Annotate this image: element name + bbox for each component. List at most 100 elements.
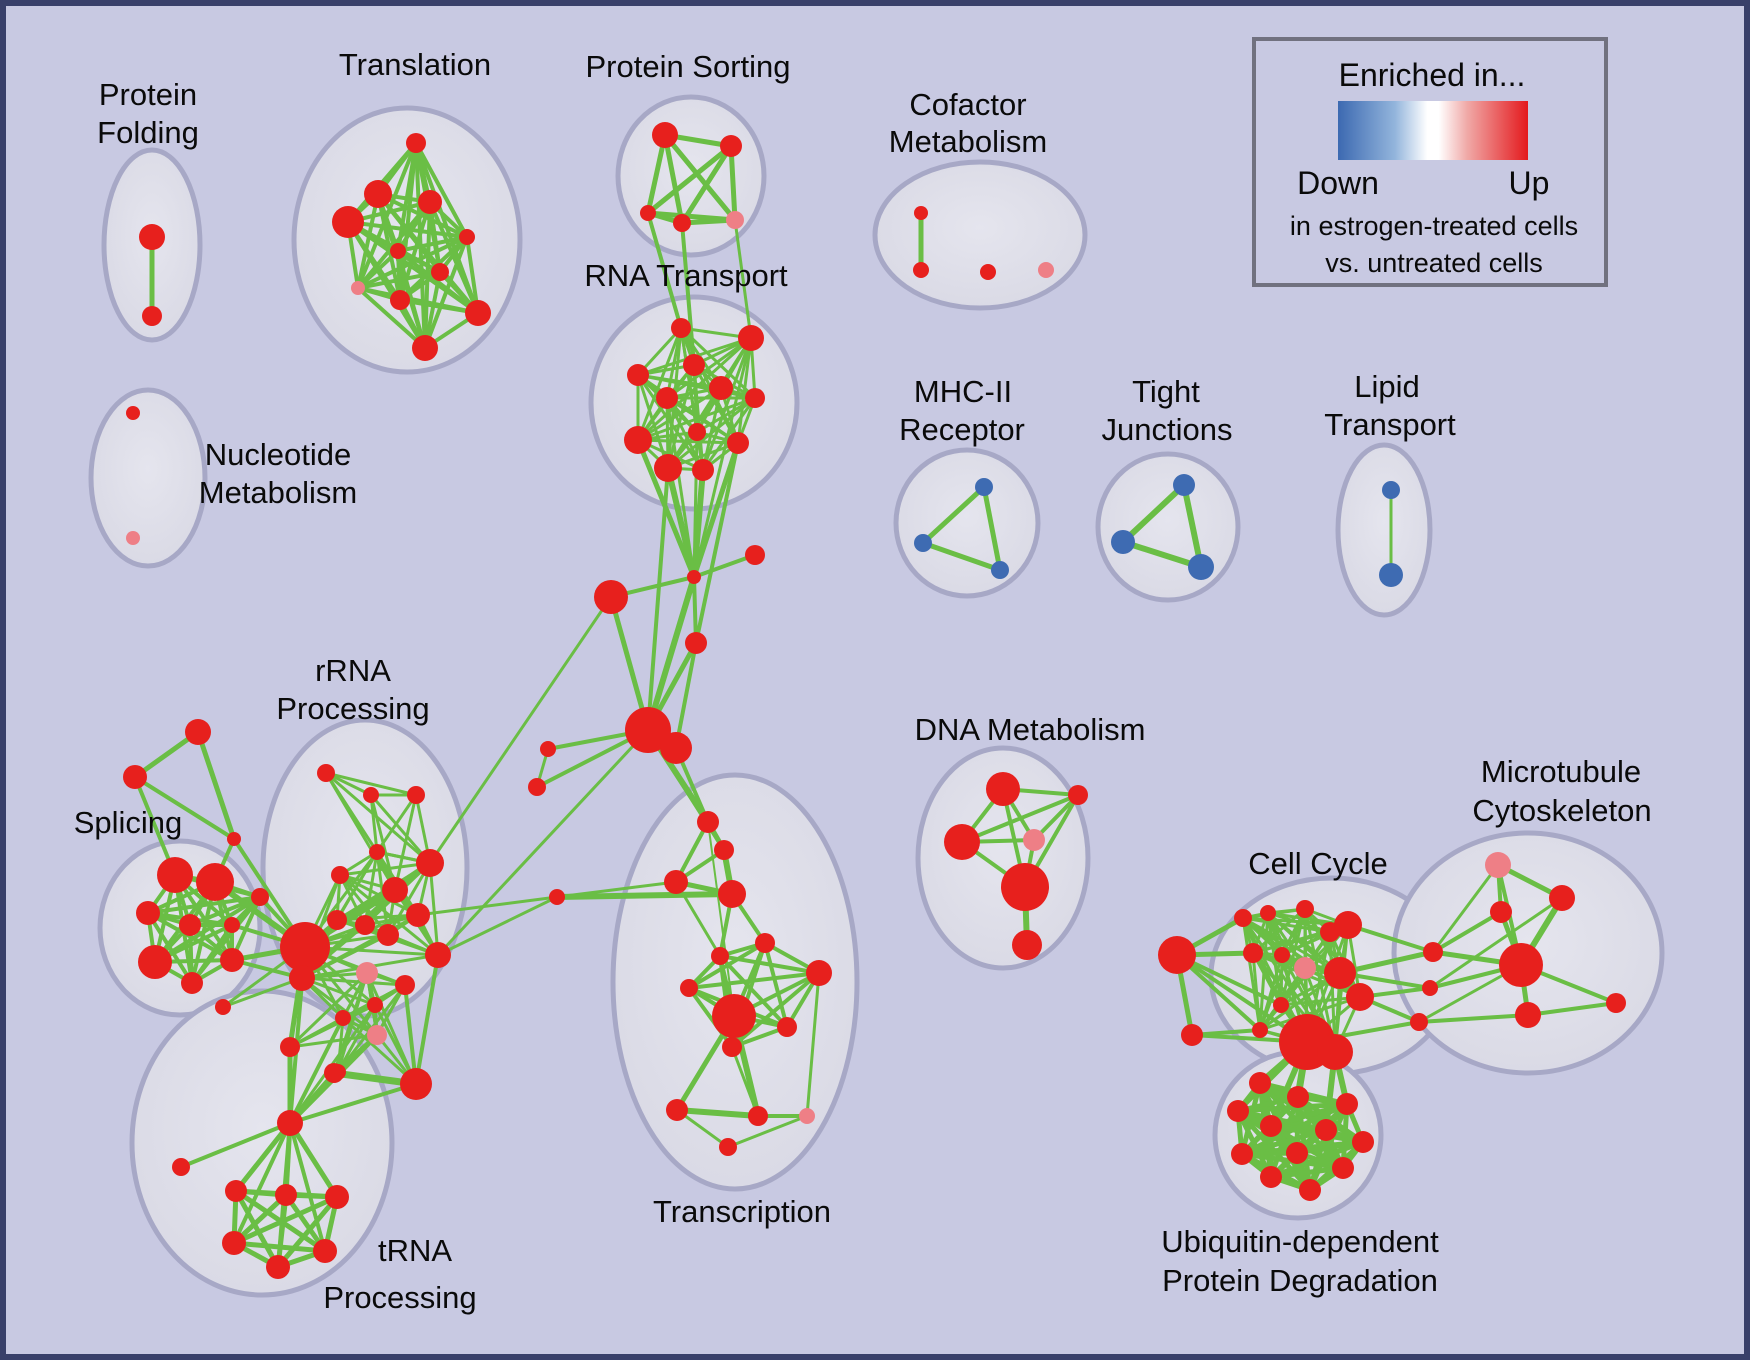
gene-set-node-131: [1317, 1034, 1353, 1070]
gene-set-node-87: [664, 870, 688, 894]
gene-set-node-148: [1315, 1119, 1337, 1141]
gene-set-node-12: [412, 335, 438, 361]
gene-set-node-46: [138, 945, 172, 979]
edge: [695, 396, 757, 434]
edge: [730, 971, 821, 1049]
edge: [680, 221, 696, 367]
gene-set-node-34: [625, 707, 671, 753]
edge: [692, 575, 698, 645]
gene-set-node-113: [944, 824, 980, 860]
gene-set-node-104: [975, 478, 993, 496]
cluster-ellipse-cofactor-metabolism: [872, 159, 1088, 311]
cluster-label-splicing-line1: Splicing: [74, 805, 183, 840]
edge: [1268, 1165, 1346, 1180]
edge: [188, 895, 262, 927]
gene-set-node-112: [986, 772, 1020, 806]
gene-set-node-50: [317, 764, 335, 782]
gene-set-node-154: [1299, 1179, 1321, 1201]
edge: [195, 729, 237, 842]
gene-set-node-22: [656, 387, 678, 409]
gene-set-node-117: [1012, 930, 1042, 960]
edge: [736, 336, 753, 445]
gene-set-node-144: [1287, 1086, 1309, 1108]
gene-set-node-71: [280, 1037, 300, 1057]
gene-set-node-36: [126, 406, 140, 420]
edge: [1181, 482, 1204, 570]
gene-set-node-152: [1332, 1157, 1354, 1179]
gene-set-node-98: [799, 1108, 815, 1124]
edge: [646, 211, 683, 330]
gene-set-node-135: [1422, 980, 1438, 996]
gene-set-node-133: [1252, 1022, 1268, 1038]
gene-set-node-43: [136, 901, 160, 925]
gene-set-node-14: [720, 135, 742, 157]
edge: [554, 891, 735, 900]
gene-set-node-18: [671, 318, 691, 338]
edge: [636, 326, 683, 442]
edge: [730, 1045, 760, 1118]
edge: [674, 1107, 761, 1119]
edge: [920, 540, 1003, 573]
gene-set-node-94: [777, 1017, 797, 1037]
gene-set-node-127: [1334, 911, 1362, 939]
edge: [414, 953, 440, 1086]
cluster-ellipse-tight-junctions: [1095, 451, 1241, 603]
edge: [300, 976, 407, 987]
gene-set-node-89: [711, 947, 729, 965]
gene-set-node-88: [718, 880, 746, 908]
gene-set-node-27: [727, 432, 749, 454]
gene-set-node-10: [390, 290, 410, 310]
edge: [436, 728, 650, 957]
edge: [645, 143, 734, 216]
gene-set-node-116: [1001, 863, 1049, 911]
edge: [398, 298, 480, 315]
edge: [662, 132, 738, 223]
legend-gradient-bar: [1338, 101, 1528, 160]
gene-set-node-79: [275, 1184, 297, 1206]
gene-set-node-7: [459, 229, 475, 245]
cluster-ellipse-lipid-transport: [1335, 442, 1433, 618]
gene-set-node-128: [1324, 957, 1356, 989]
gene-set-node-81: [222, 1231, 246, 1255]
cluster-label-nucleotide-metabolism-line1: Nucleotide: [205, 437, 351, 472]
gene-set-node-53: [369, 844, 385, 860]
gene-set-node-141: [1515, 1002, 1541, 1028]
gene-set-node-38: [185, 719, 211, 745]
gene-set-node-64: [356, 962, 378, 984]
gene-set-node-74: [172, 1158, 190, 1176]
edge: [233, 1188, 281, 1270]
edge: [679, 143, 734, 226]
cluster-label-microtubule-cytoskeleton-line2: Cytoskeleton: [1472, 793, 1651, 828]
gene-set-node-145: [1227, 1100, 1249, 1122]
cluster-label-lipid-transport-line1: Lipid: [1354, 369, 1420, 404]
gene-set-node-15: [640, 205, 656, 221]
gene-set-node-143: [1249, 1072, 1271, 1094]
gene-set-node-101: [913, 262, 929, 278]
gene-set-node-103: [1038, 262, 1054, 278]
gene-set-node-83: [266, 1255, 290, 1279]
gene-set-node-110: [1382, 481, 1400, 499]
edge: [694, 441, 740, 645]
gene-set-node-66: [367, 997, 383, 1013]
gene-set-node-13: [652, 122, 678, 148]
cluster-label-ubiquitin-degradation-line2: Protein Degradation: [1162, 1263, 1438, 1298]
edge: [674, 880, 722, 958]
cluster-label-mhc-ii-receptor-line1: MHC-II: [914, 374, 1012, 409]
gene-set-node-8: [431, 263, 449, 281]
gene-set-node-122: [1296, 900, 1314, 918]
gene-set-node-65: [395, 975, 415, 995]
cluster-label-transcription-line1: Transcription: [653, 1194, 831, 1229]
legend-title: Enriched in...: [1339, 57, 1526, 93]
gene-set-node-138: [1549, 885, 1575, 911]
edge: [356, 249, 400, 290]
edge: [1279, 953, 1284, 1007]
edge: [1431, 863, 1500, 954]
edge: [636, 438, 740, 445]
cluster-label-tight-junctions-line1: Tight: [1132, 374, 1200, 409]
gene-set-node-80: [325, 1185, 349, 1209]
gene-set-node-59: [327, 910, 347, 930]
edge: [393, 793, 418, 892]
cluster-label-trna-processing-line2: Processing: [323, 1280, 476, 1315]
